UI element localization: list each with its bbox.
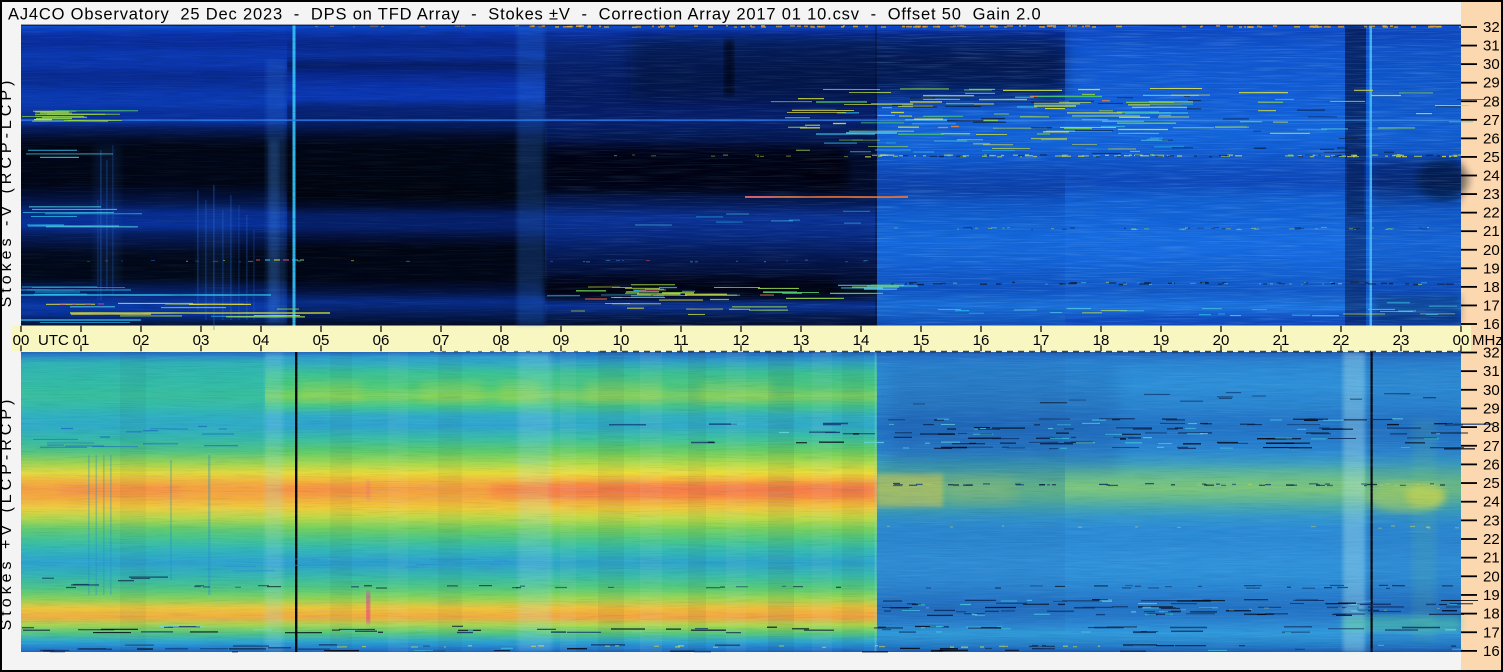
svg-text:20: 20 [1483,242,1500,259]
svg-text:30: 30 [1483,56,1500,73]
svg-text:08: 08 [493,332,510,349]
svg-text:16: 16 [1483,316,1500,333]
svg-text:00: 00 [13,332,30,349]
svg-text:19: 19 [1483,587,1500,604]
svg-text:28: 28 [1483,419,1500,436]
svg-text:04: 04 [253,332,270,349]
svg-text:10: 10 [613,332,630,349]
svg-text:18: 18 [1093,332,1110,349]
svg-text:05: 05 [313,332,330,349]
svg-text:19: 19 [1483,260,1500,277]
svg-text:22: 22 [1483,205,1500,222]
svg-text:32: 32 [1483,345,1500,362]
svg-text:28: 28 [1483,93,1500,110]
svg-text:29: 29 [1483,75,1500,92]
svg-text:21: 21 [1273,332,1290,349]
svg-text:21: 21 [1483,223,1500,240]
svg-text:23: 23 [1483,512,1500,529]
svg-text:AJ4CO Observatory 25 Dec 2023: AJ4CO Observatory 25 Dec 2023 - DPS on T… [8,6,1042,24]
svg-text:Stokes -V (RCP-LCP): Stokes -V (RCP-LCP) [0,77,15,308]
svg-text:23: 23 [1483,186,1500,203]
svg-text:16: 16 [973,332,990,349]
svg-text:23: 23 [1393,332,1410,349]
svg-text:12: 12 [733,332,750,349]
svg-text:MHz: MHz [1472,332,1503,349]
svg-text:13: 13 [793,332,810,349]
svg-text:27: 27 [1483,438,1500,455]
svg-text:22: 22 [1333,332,1350,349]
svg-text:20: 20 [1213,332,1230,349]
svg-text:15: 15 [913,332,930,349]
svg-text:22: 22 [1483,531,1500,548]
svg-text:06: 06 [373,332,390,349]
svg-text:19: 19 [1153,332,1170,349]
svg-text:17: 17 [1483,297,1500,314]
svg-text:18: 18 [1483,606,1500,623]
svg-text:00: 00 [1453,332,1470,349]
svg-text:25: 25 [1483,149,1500,166]
svg-text:07: 07 [433,332,450,349]
svg-text:32: 32 [1483,19,1500,36]
svg-text:14: 14 [853,332,870,349]
svg-text:25: 25 [1483,475,1500,492]
svg-text:26: 26 [1483,130,1500,147]
svg-text:30: 30 [1483,382,1500,399]
svg-text:31: 31 [1483,38,1500,55]
svg-text:UTC: UTC [38,332,69,349]
svg-text:27: 27 [1483,112,1500,129]
svg-text:24: 24 [1483,494,1500,511]
svg-text:18: 18 [1483,279,1500,296]
svg-text:31: 31 [1483,363,1500,380]
svg-text:Stokes +V (LCP-RCP): Stokes +V (LCP-RCP) [0,396,15,631]
svg-text:11: 11 [673,332,689,349]
svg-text:01: 01 [73,332,90,349]
svg-text:03: 03 [193,332,210,349]
svg-text:24: 24 [1483,168,1500,185]
svg-text:20: 20 [1483,568,1500,585]
svg-text:09: 09 [553,332,570,349]
svg-text:02: 02 [133,332,150,349]
svg-text:26: 26 [1483,456,1500,473]
svg-text:16: 16 [1483,643,1500,660]
svg-text:17: 17 [1033,332,1050,349]
svg-text:21: 21 [1483,550,1500,567]
svg-text:17: 17 [1483,624,1500,641]
svg-text:29: 29 [1483,400,1500,417]
